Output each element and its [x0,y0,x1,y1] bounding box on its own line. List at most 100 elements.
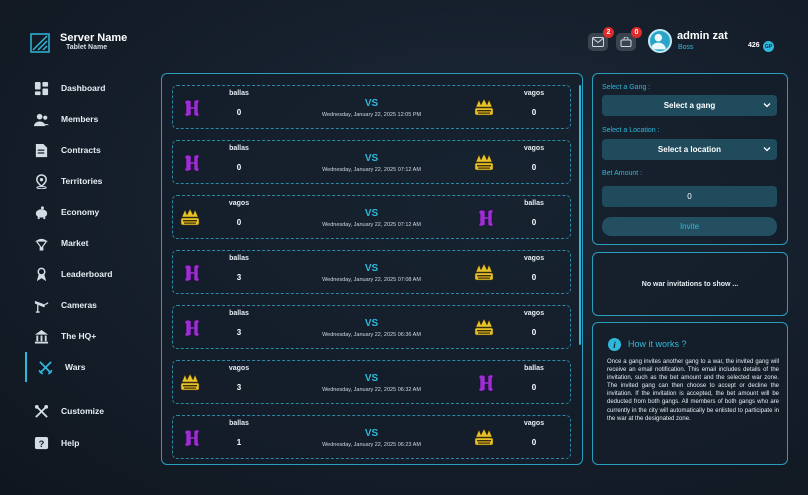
vagos-logo-icon [473,427,495,449]
sidebar-item-label: Wars [65,362,86,372]
sidebar-item-label: Customize [61,406,104,416]
left-team-score: 3 [236,328,242,337]
gang-select-label: Select a Gang : [602,84,651,91]
mail-icon [592,37,604,47]
sidebar-item-market[interactable]: Market [25,228,145,258]
right-team-score: 0 [531,273,537,282]
contracts-icon [33,142,49,158]
right-team-score: 0 [531,328,537,337]
bet-amount-input[interactable]: 0 [602,186,777,207]
chevron-down-icon [763,147,771,152]
right-team-name: vagos [523,310,545,317]
right-team-score: 0 [531,383,537,392]
vagos-logo-icon [179,372,201,394]
left-team-score: 1 [236,438,242,447]
vs-label: VS [364,263,379,274]
right-team-score: 0 [531,163,537,172]
invitations-empty-text: No war invitations to show ... [641,280,739,288]
vagos-logo-icon [473,152,495,174]
war-date: Wednesday, January 22, 2025 06:32 AM [322,387,421,393]
ballas-logo-icon [181,317,203,339]
sidebar-item-dashboard[interactable]: Dashboard [25,73,145,103]
crossed-swords-icon [37,359,53,375]
ballas-logo-icon [475,207,497,229]
war-date: Wednesday, January 22, 2025 06:23 AM [322,442,421,448]
shop-button[interactable]: 0 [616,27,642,51]
ballas-logo-icon [475,372,497,394]
sidebar-item-wars[interactable]: Wars [25,352,145,382]
user-icon [650,33,666,50]
location-select[interactable]: Select a location [602,139,777,160]
sidebar-item-label: Territories [61,176,103,186]
sidebar-item-label: Market [61,238,89,248]
war-card[interactable]: ballas 3 VS Wednesday, January 22, 2025 … [172,250,571,294]
war-card[interactable]: ballas 0 VS Wednesday, January 22, 2025 … [172,140,571,184]
sidebar-item-cameras[interactable]: Cameras [25,290,145,320]
sidebar-item-economy[interactable]: Economy [25,197,145,227]
right-team-name: vagos [523,420,545,427]
location-select-value: Select a location [657,145,722,154]
left-team-name: ballas [229,90,249,97]
vs-label: VS [364,98,379,109]
mail-button[interactable]: 2 [588,27,614,51]
vs-label: VS [364,318,379,329]
location-select-label: Select a Location : [602,127,660,134]
gang-select-value: Select a gang [663,101,716,110]
dashboard-icon [33,80,49,96]
vs-label: VS [364,208,379,219]
vagos-logo-icon [473,262,495,284]
how-it-works-text: Once a gang invites another gang to a wa… [607,359,779,422]
war-invitations-panel: No war invitations to show ... [592,252,788,316]
war-date: Wednesday, January 22, 2025 07:08 AM [322,277,421,283]
ballas-logo-icon [181,152,203,174]
war-card[interactable]: ballas 0 VS Wednesday, January 22, 2025 … [172,85,571,129]
left-team-score: 0 [236,218,242,227]
right-team-name: ballas [524,200,544,207]
sidebar-item-contracts[interactable]: Contracts [25,135,145,165]
left-team-score: 3 [236,383,242,392]
war-card[interactable]: ballas 3 VS Wednesday, January 22, 2025 … [172,305,571,349]
sidebar-item-customize[interactable]: Customize [25,396,145,426]
coin-icon: GP [763,41,774,52]
left-team-name: ballas [229,420,249,427]
war-card[interactable]: vagos 0 VS Wednesday, January 22, 2025 0… [172,195,571,239]
left-team-name: ballas [229,255,249,262]
war-date: Wednesday, January 22, 2025 07:12 AM [322,167,421,173]
ballas-logo-icon [181,262,203,284]
war-date: Wednesday, January 22, 2025 12:05 PM [321,112,422,118]
left-team-name: vagos [228,200,250,207]
war-card[interactable]: vagos 3 VS Wednesday, January 22, 2025 0… [172,360,571,404]
help-icon: ? [33,435,49,451]
sidebar-item-label: Cameras [61,300,97,310]
sidebar-item-leaderboard[interactable]: Leaderboard [25,259,145,289]
invite-button[interactable]: Invite [602,217,777,236]
sidebar-item-hq[interactable]: The HQ+ [25,321,145,351]
sidebar-item-territories[interactable]: Territories [25,166,145,196]
leaderboard-icon [33,266,49,282]
vagos-logo-icon [179,207,201,229]
how-it-works-title: How it works ? [628,339,687,349]
gang-select[interactable]: Select a gang [602,95,777,116]
camera-icon [33,297,49,313]
sidebar-item-help[interactable]: ? Help [25,428,145,458]
shopping-bag-icon [620,37,632,47]
sidebar-item-label: Economy [61,207,100,217]
war-card[interactable]: ballas 1 VS Wednesday, January 22, 2025 … [172,415,571,459]
wars-list-panel[interactable] [161,73,583,465]
vagos-logo-icon [473,97,495,119]
vs-label: VS [364,428,379,439]
vs-label: VS [364,373,379,384]
left-team-score: 0 [236,108,242,117]
right-team-score: 0 [531,218,537,227]
right-team-score: 0 [531,438,537,447]
piggy-bank-icon [33,204,49,220]
vs-label: VS [364,153,379,164]
user-name: admin zat [677,30,728,42]
wars-scrollbar[interactable] [579,85,581,345]
war-date: Wednesday, January 22, 2025 07:12 AM [322,222,421,228]
sidebar-item-members[interactable]: Members [25,104,145,134]
territories-icon [33,173,49,189]
avatar[interactable] [648,29,672,53]
left-team-name: ballas [229,310,249,317]
vagos-logo-icon [473,317,495,339]
